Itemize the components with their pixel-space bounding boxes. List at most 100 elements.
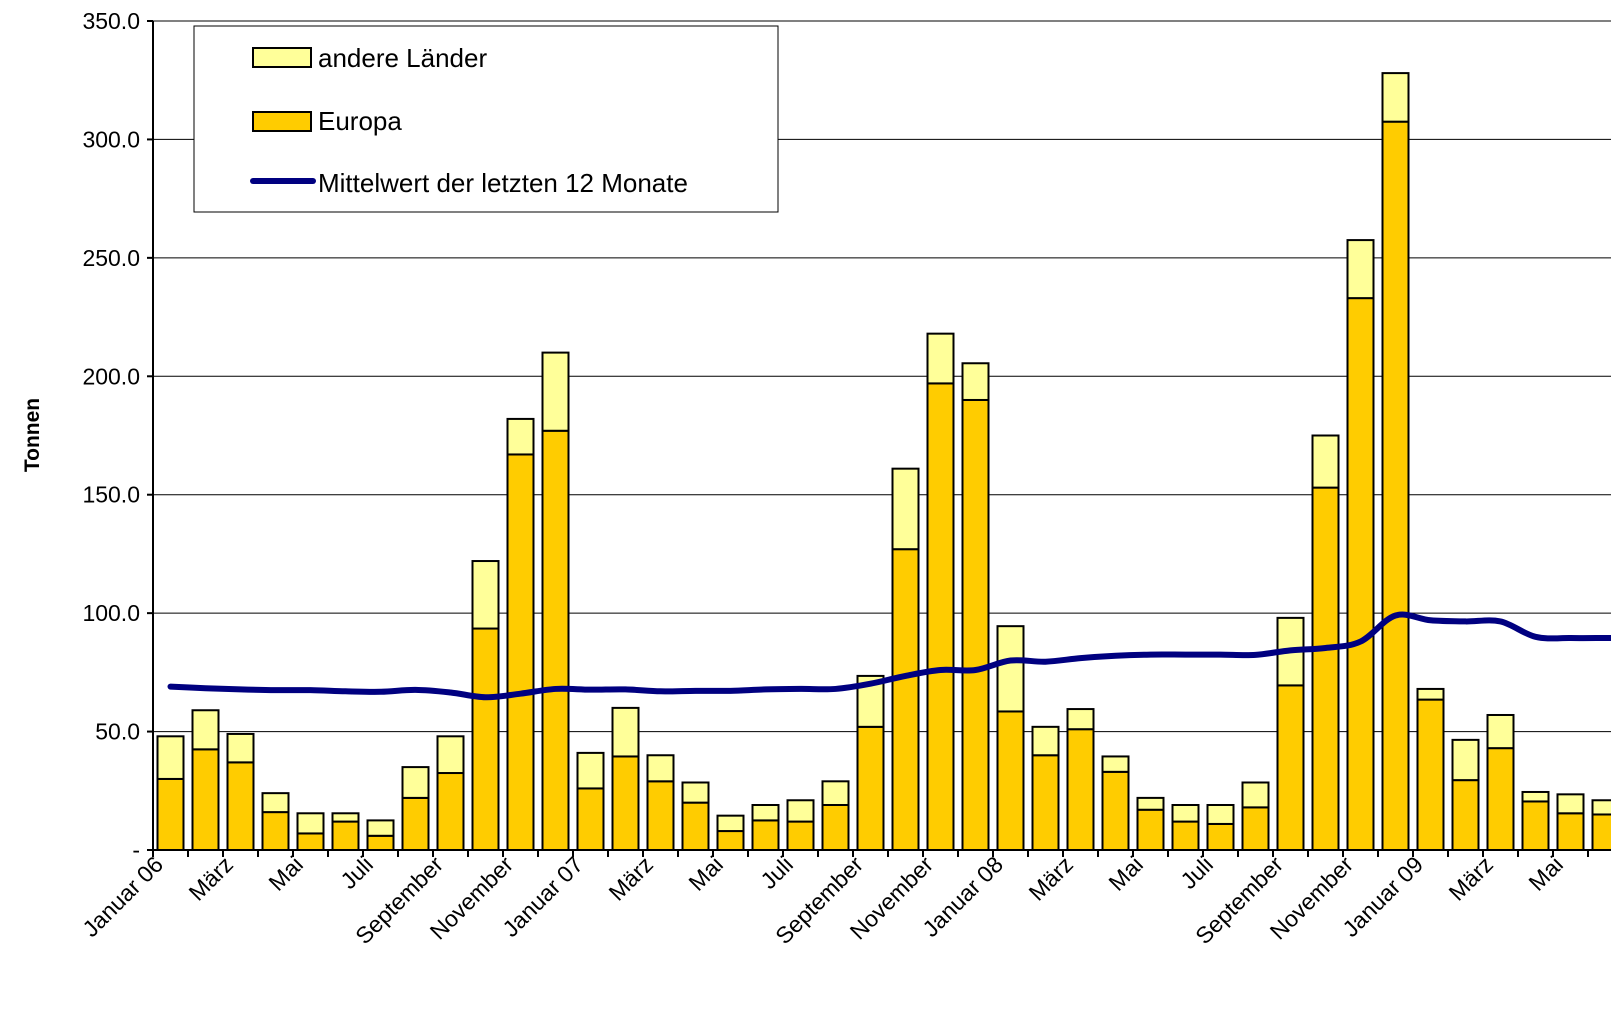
- bar-andere-laender: [1346, 239, 1375, 300]
- bar-europa: [1451, 779, 1480, 851]
- bar-europa: [506, 453, 535, 851]
- bar-europa: [716, 830, 745, 852]
- x-tick-label: Mai: [1523, 851, 1568, 896]
- bar-europa: [1556, 812, 1585, 852]
- bar-andere-laender: [296, 812, 325, 835]
- bar-andere-laender: [1066, 708, 1095, 731]
- bar-europa: [1136, 808, 1165, 852]
- y-tick-label: 300.0: [82, 126, 140, 152]
- bar-europa: [1276, 684, 1305, 851]
- bar-andere-laender: [506, 417, 535, 456]
- bar-andere-laender: [751, 803, 780, 822]
- bar-andere-laender: [1521, 790, 1550, 803]
- legend-swatch-andere-laender: [252, 47, 312, 68]
- bar-europa: [541, 429, 570, 851]
- bar-europa: [1206, 822, 1235, 852]
- legend: andere Länder Europa Mittelwert der letz…: [193, 25, 779, 213]
- bar-andere-laender: [821, 780, 850, 806]
- bar-andere-laender: [1416, 687, 1445, 701]
- bar-andere-laender: [1206, 803, 1235, 825]
- legend-label-europa: Europa: [318, 106, 402, 136]
- bar-europa: [471, 627, 500, 851]
- bar-andere-laender: [1451, 738, 1480, 782]
- x-tick-label: Januar 06: [77, 851, 168, 942]
- bar-andere-laender: [1241, 781, 1270, 809]
- bar-andere-laender: [471, 560, 500, 630]
- bar-andere-laender: [611, 706, 640, 758]
- bar-europa: [1486, 747, 1515, 851]
- bar-europa: [156, 777, 185, 852]
- bar-europa: [226, 761, 255, 851]
- bar-europa: [611, 755, 640, 851]
- bar-andere-laender: [1311, 434, 1340, 489]
- bar-andere-laender: [961, 362, 990, 401]
- bar-europa: [1311, 486, 1340, 851]
- average-line-layer: [167, 611, 1611, 701]
- bar-europa: [1101, 770, 1130, 852]
- bar-europa: [576, 787, 605, 851]
- bar-europa: [926, 382, 955, 851]
- bar-andere-laender: [926, 332, 955, 385]
- bar-andere-laender: [996, 625, 1025, 713]
- bar-andere-laender: [156, 735, 185, 780]
- x-tick-label: Mai: [263, 851, 308, 896]
- bar-europa: [261, 811, 290, 851]
- bar-europa: [1591, 813, 1611, 852]
- bar-europa: [821, 803, 850, 851]
- bar-andere-laender: [1136, 796, 1165, 811]
- bar-europa: [996, 710, 1025, 852]
- x-tick-label: März: [1023, 851, 1078, 906]
- bar-andere-laender: [576, 751, 605, 790]
- x-tick-label: Juli: [335, 851, 378, 894]
- bar-europa: [1381, 120, 1410, 851]
- average-line: [167, 611, 1611, 701]
- legend-swatch-europa: [252, 111, 312, 132]
- legend-label-andere-laender: andere Länder: [318, 43, 487, 73]
- bar-andere-laender: [261, 792, 290, 814]
- bar-andere-laender: [191, 709, 220, 751]
- axes: [152, 21, 1611, 857]
- bar-andere-laender: [891, 467, 920, 551]
- bar-andere-laender: [681, 781, 710, 804]
- y-tick-label: 200.0: [82, 363, 140, 389]
- bar-europa: [646, 780, 675, 851]
- bar-andere-laender: [1486, 713, 1515, 750]
- bar-europa: [1416, 698, 1445, 851]
- y-tick-label: 250.0: [82, 245, 140, 271]
- bar-europa: [1241, 806, 1270, 852]
- x-tick-label: Mai: [1103, 851, 1148, 896]
- y-axis-title: Tonnen: [21, 398, 44, 472]
- bar-andere-laender: [226, 732, 255, 764]
- x-tick-label: Juli: [755, 851, 798, 894]
- x-tick-label: März: [183, 851, 238, 906]
- y-tick-label: 100.0: [82, 600, 140, 626]
- y-tick-labels: - 50.0 100.0 150.0 200.0 250.0 300.0 350.0: [82, 8, 140, 863]
- y-tick-label: 350.0: [82, 8, 140, 34]
- bar-europa: [1521, 800, 1550, 851]
- y-tick-label: -: [132, 837, 140, 863]
- bar-andere-laender: [1101, 755, 1130, 773]
- bar-europa: [401, 796, 430, 851]
- bar-europa: [891, 548, 920, 851]
- bar-europa: [786, 820, 815, 852]
- bar-europa: [1066, 728, 1095, 852]
- x-tick-label: März: [1443, 851, 1498, 906]
- bar-andere-laender: [1381, 72, 1410, 123]
- bar-andere-laender: [1556, 793, 1585, 815]
- y-tick-label: 150.0: [82, 482, 140, 508]
- y-tick-label: 50.0: [95, 719, 140, 745]
- x-tick-label: März: [603, 851, 658, 906]
- bar-andere-laender: [541, 351, 570, 432]
- bar-andere-laender: [436, 735, 465, 775]
- bar-europa: [961, 398, 990, 851]
- x-tick-label: Juli: [1175, 851, 1218, 894]
- bar-andere-laender: [786, 799, 815, 823]
- x-tick-labels: Januar 06 März Mai JuliSeptemberNovemberJan…: [77, 851, 1568, 949]
- bar-europa: [751, 819, 780, 852]
- bar-europa: [1346, 297, 1375, 851]
- x-tick-label: Mai: [683, 851, 728, 896]
- bar-europa: [366, 834, 395, 852]
- bar-europa: [856, 725, 885, 851]
- bar-europa: [296, 832, 325, 851]
